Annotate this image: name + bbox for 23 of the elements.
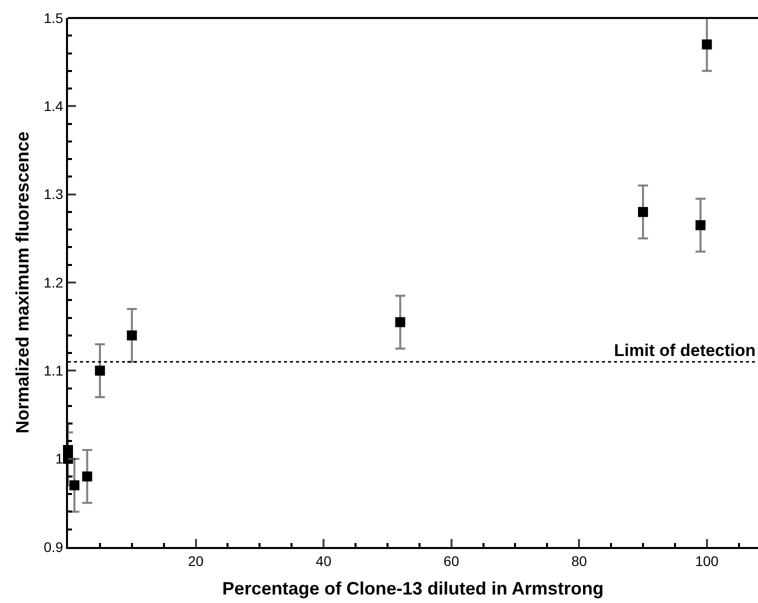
y-tick-label: 1.1	[44, 362, 64, 379]
y-tick-label: 1	[55, 450, 64, 467]
point	[638, 206, 648, 217]
point	[696, 220, 706, 230]
point	[395, 317, 406, 328]
point	[126, 330, 137, 340]
x-axis-title: Percentage of Clone-13 diluted in Armstrong	[222, 578, 604, 598]
point	[702, 39, 712, 50]
x-tick-label: 60	[444, 552, 460, 569]
x-tick-label: 80	[571, 552, 588, 569]
ref-line-label: Limit of detection	[614, 341, 756, 360]
y-tick-label: 1.3	[44, 186, 64, 202]
x-tick-label: 100	[695, 552, 719, 569]
x-tick-label: 40	[316, 552, 332, 569]
point	[82, 471, 92, 482]
y-axis-title: Normalized maximum fluorescence	[12, 131, 32, 434]
y-tick-label: 1.5	[44, 10, 64, 26]
point	[94, 366, 105, 376]
y-tick-label: 0.9	[44, 538, 64, 555]
y-tick-label: 1.4	[44, 98, 64, 114]
x-tick-label: 20	[188, 552, 204, 569]
point	[69, 480, 80, 490]
y-tick-label: 1.2	[44, 274, 64, 290]
